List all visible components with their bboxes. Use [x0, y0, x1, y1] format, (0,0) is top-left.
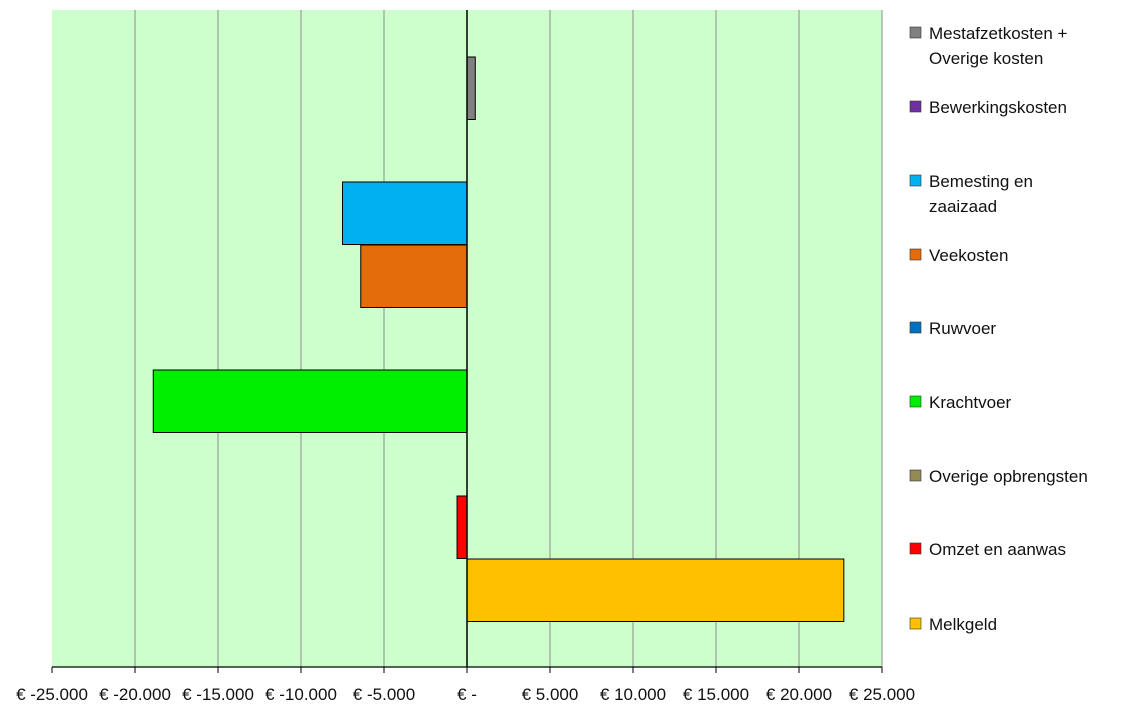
bar: [466, 56, 476, 120]
x-tick-label: € 15.000: [683, 685, 749, 704]
x-axis-tick-labels: € -25.000 € -20.000 € -15.000 € -10.000 € -5…: [16, 685, 915, 704]
x-tick-label: € 5.000: [522, 685, 579, 704]
legend-label: Omzet en aanwas: [929, 540, 1066, 559]
x-tick-label: € -: [457, 685, 477, 704]
legend-swatch: [909, 26, 922, 39]
legend-swatch: [909, 248, 922, 261]
legend-label: zaaizaad: [929, 197, 997, 216]
legend-label: Melkgeld: [929, 615, 997, 634]
legend-swatch: [909, 395, 922, 408]
legend-swatch: [909, 174, 922, 187]
legend-label: Bemesting en: [929, 172, 1033, 191]
x-tick-label: € 10.000: [600, 685, 666, 704]
bars: [152, 56, 845, 622]
x-tick-label: € -25.000: [16, 685, 88, 704]
legend-label: Krachtvoer: [929, 393, 1012, 412]
legend-label: Mestafzetkosten +: [929, 24, 1068, 43]
x-tick-label: € -5.000: [353, 685, 415, 704]
bar: [360, 244, 468, 308]
bar: [466, 558, 845, 622]
x-tick-label: € 25.000: [849, 685, 915, 704]
x-tick-label: € -15.000: [182, 685, 254, 704]
bar: [152, 369, 468, 433]
legend-label: Bewerkingskosten: [929, 98, 1067, 117]
grid-lines: [134, 10, 883, 667]
bar: [456, 495, 468, 559]
legend-label: Veekosten: [929, 246, 1008, 265]
legend-label: Ruwvoer: [929, 319, 996, 338]
legend: Mestafzetkosten + Overige kosten Bewerking…: [909, 24, 1088, 634]
legend-label: Overige opbrengsten: [929, 467, 1088, 486]
legend-swatch: [909, 100, 922, 113]
x-tick-label: € -10.000: [265, 685, 337, 704]
bar: [342, 181, 468, 245]
legend-swatch: [909, 321, 922, 334]
legend-swatch: [909, 469, 922, 482]
legend-label: Overige kosten: [929, 49, 1043, 68]
x-tick-label: € -20.000: [99, 685, 171, 704]
legend-swatch: [909, 617, 922, 630]
x-axis-ticks: [51, 667, 883, 673]
x-tick-label: € 20.000: [766, 685, 832, 704]
legend-swatch: [909, 542, 922, 555]
